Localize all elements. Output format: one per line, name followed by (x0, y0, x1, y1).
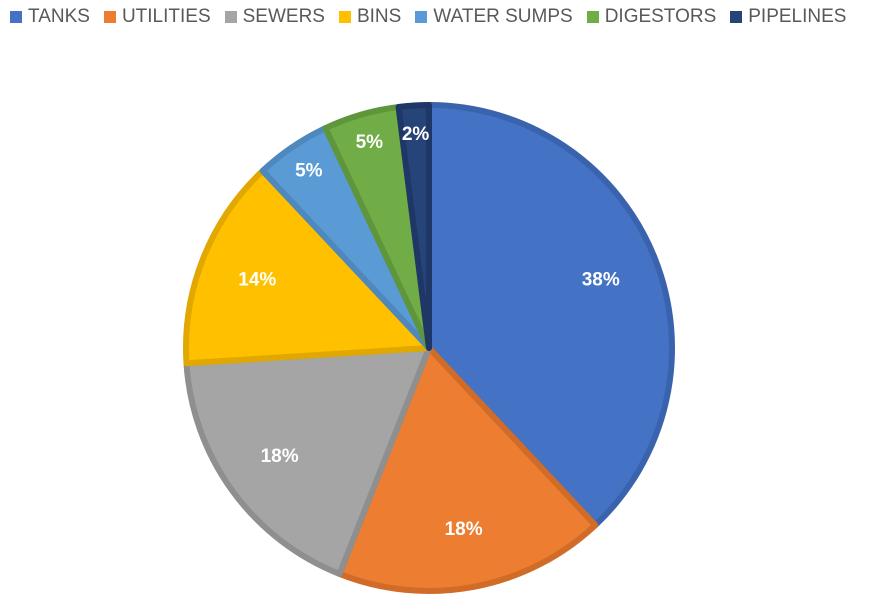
legend-swatch-digestors (586, 11, 599, 23)
legend-item-digestors: DIGESTORS (586, 6, 717, 28)
legend-item-bins: BINS (338, 6, 402, 28)
legend-swatch-tanks (10, 11, 22, 23)
data-label-tanks: 38% (582, 270, 620, 291)
legend-label-digestors: DIGESTORS (604, 6, 717, 27)
legend-label-water-sumps: WATER SUMPS (433, 6, 573, 27)
pie-slice-pipelines (395, 102, 432, 351)
pie-slice-utilities (336, 345, 599, 594)
data-label-digestors: 5% (356, 132, 384, 153)
legend-swatch-pipelines (730, 11, 743, 23)
data-label-sewers: 18% (261, 446, 299, 467)
legend-label-sewers: SEWERS (242, 6, 325, 27)
data-label-utilities: 18% (445, 519, 483, 540)
chart-legend: TANKS UTILITIES SEWERS BINS WATER SUMPS … (10, 6, 860, 28)
pie-slices (183, 102, 675, 594)
legend-swatch-sewers (224, 11, 237, 23)
legend-swatch-bins (338, 11, 351, 23)
legend-item-tanks: TANKS (10, 6, 90, 28)
legend-swatch-water-sumps (415, 11, 428, 23)
legend-swatch-utilities (103, 11, 116, 23)
pie-slice-bins (183, 167, 432, 367)
pie-slice-sewers (183, 345, 432, 577)
data-label-bins: 14% (238, 270, 276, 291)
data-label-water-sumps: 5% (295, 161, 323, 182)
legend-item-sewers: SEWERS (224, 6, 325, 28)
legend-label-bins: BINS (356, 6, 402, 27)
data-label-pipelines: 2% (402, 124, 430, 145)
pie-slice-tanks (426, 102, 675, 529)
pie-labels: 38% 18% 18% 14% 5% 5% 2% (238, 124, 620, 540)
legend-label-utilities: UTILITIES (121, 6, 211, 27)
legend-item-water-sumps: WATER SUMPS (415, 6, 573, 28)
legend-item-pipelines: PIPELINES (730, 6, 846, 28)
legend-label-pipelines: PIPELINES (748, 6, 847, 27)
legend-item-utilities: UTILITIES (103, 6, 211, 28)
legend-label-tanks: TANKS (28, 6, 90, 27)
